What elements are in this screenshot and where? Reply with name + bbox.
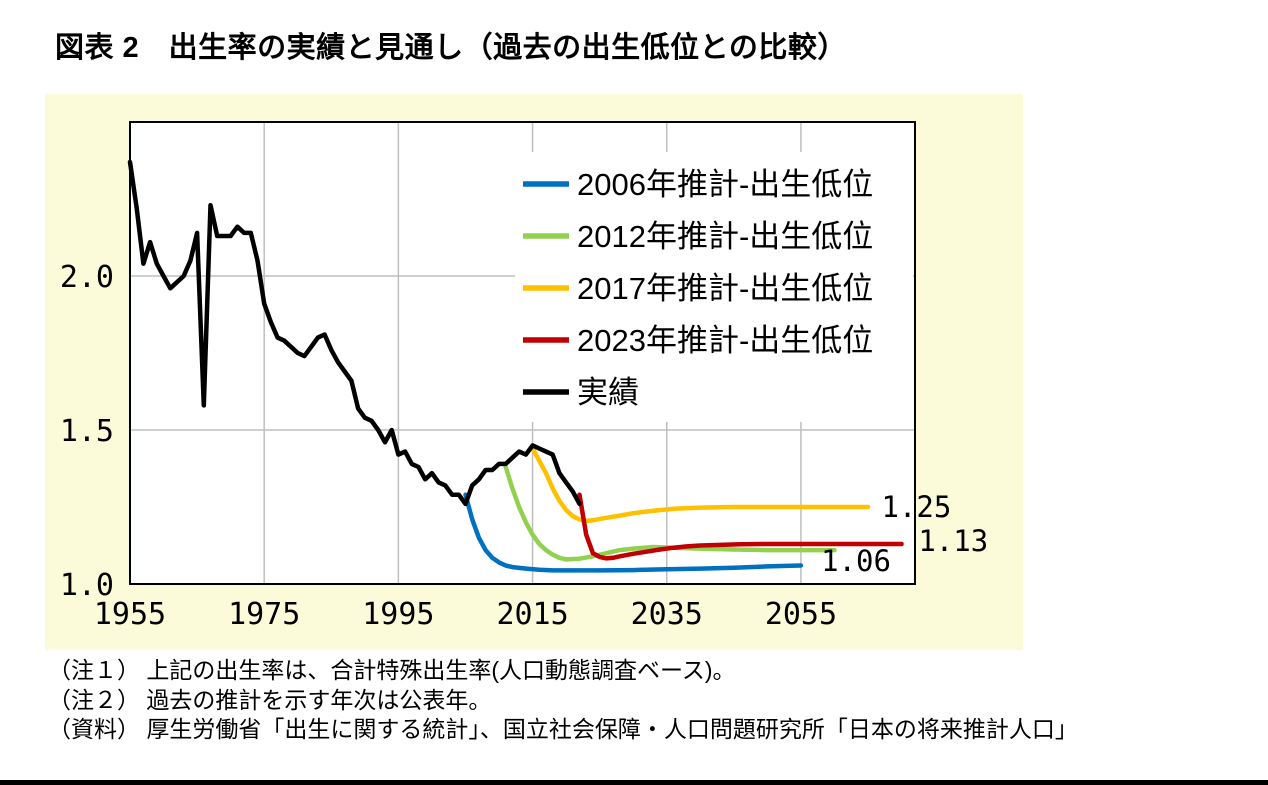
end-value-label-1: 1.13 bbox=[918, 524, 988, 558]
birth-rate-chart: 1955 1975 1995 2015 2035 2055 1.0 1.5 2.0 2006年推計… bbox=[60, 121, 988, 632]
note-1: （注１） 上記の出生率は、合計特殊出生率(人口動態調査ベース)。 bbox=[48, 657, 736, 683]
series-line-2 bbox=[530, 446, 871, 524]
y-tick-label-2: 2.0 bbox=[60, 260, 114, 295]
legend-background bbox=[515, 152, 913, 422]
y-tick-label-1: 1.0 bbox=[60, 568, 114, 603]
series-line-3 bbox=[577, 492, 904, 561]
legend-label-2: 2017年推計-出生低位 bbox=[577, 271, 873, 306]
x-tick-label-1975: 1975 bbox=[228, 597, 300, 632]
x-tick-label-2035: 2035 bbox=[631, 597, 703, 632]
x-tick-label-2055: 2055 bbox=[765, 597, 837, 632]
legend: 2006年推計-出生低位 2012年推計-出生低位 2017年推計-出生低位 2023… bbox=[515, 152, 913, 422]
chart-title: 図表 2 出生率の実績と見通し（過去の出生低位との比較） bbox=[55, 32, 847, 64]
plot-border bbox=[129, 121, 916, 585]
chart-area: 1955 1975 1995 2015 2035 2055 1.0 1.5 2.0 2006年推計… bbox=[45, 94, 1023, 650]
series-line-4 bbox=[127, 159, 582, 507]
note-2: （注２） 過去の推計を示す年次は公表年。 bbox=[48, 686, 492, 713]
legend-label-1: 2012年推計-出生低位 bbox=[577, 219, 873, 254]
legend-label-3: 2023年推計-出生低位 bbox=[577, 323, 873, 358]
x-tick-label-1995: 1995 bbox=[362, 597, 434, 632]
note-source: （資料） 厚生労働省「出生に関する統計」、国立社会保障・人口問題研究所「日本の将… bbox=[48, 716, 1078, 742]
bottom-border bbox=[0, 780, 1268, 785]
notes: （注１） 上記の出生率は、合計特殊出生率(人口動態調査ベース)。 （注２） 過去… bbox=[48, 656, 1268, 745]
legend-label-0: 2006年推計-出生低位 bbox=[577, 167, 873, 202]
end-value-label-0: 1.25 bbox=[881, 490, 951, 524]
page: 図表 2 出生率の実績と見通し（過去の出生低位との比較） 1955 1975 199… bbox=[45, 32, 1268, 745]
y-tick-label-1.5: 1.5 bbox=[60, 414, 114, 449]
legend-label-4: 実績 bbox=[577, 375, 639, 410]
series-line-0 bbox=[463, 492, 804, 573]
series-line-1 bbox=[503, 464, 837, 562]
end-value-label-2: 1.06 bbox=[821, 544, 891, 578]
x-tick-label-2015: 2015 bbox=[496, 597, 568, 632]
x-tick-label-1955: 1955 bbox=[94, 597, 166, 632]
